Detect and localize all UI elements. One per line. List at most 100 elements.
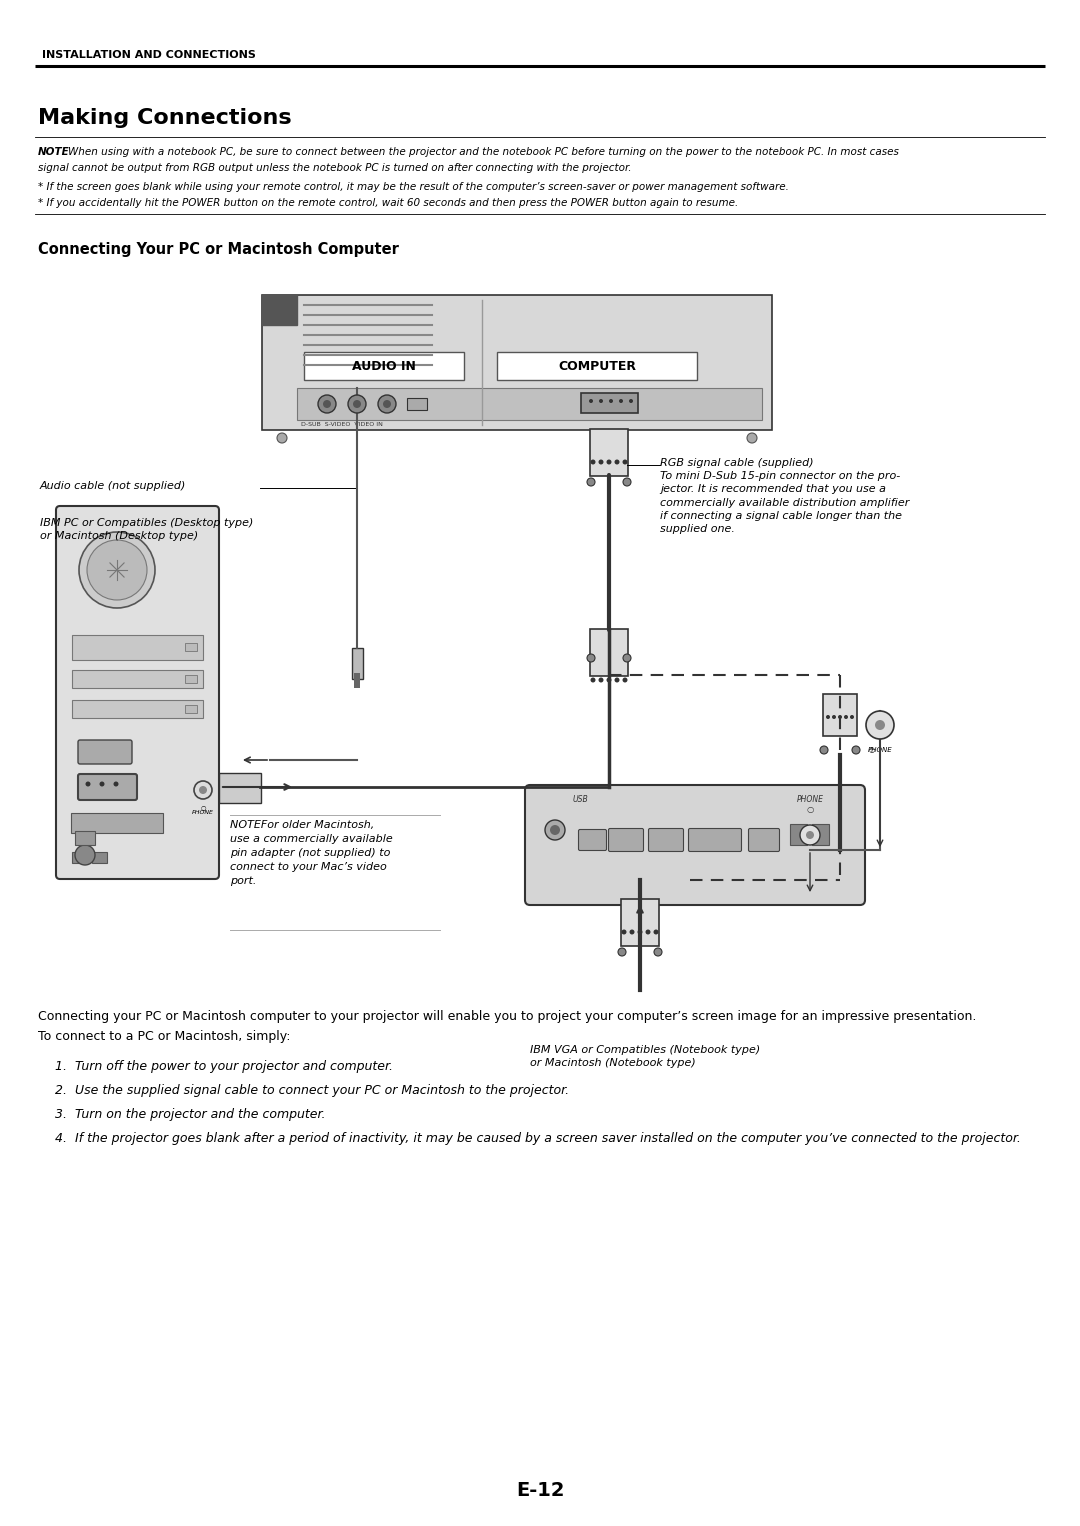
FancyBboxPatch shape — [72, 700, 203, 719]
Circle shape — [318, 395, 336, 414]
Circle shape — [875, 720, 885, 729]
FancyBboxPatch shape — [56, 507, 219, 879]
Text: D-SUB  S-VIDEO  VIDEO IN: D-SUB S-VIDEO VIDEO IN — [301, 423, 383, 427]
Text: PHONE: PHONE — [192, 810, 214, 815]
Circle shape — [630, 929, 635, 934]
FancyBboxPatch shape — [185, 642, 197, 652]
FancyBboxPatch shape — [621, 899, 659, 946]
Text: INSTALLATION AND CONNECTIONS: INSTALLATION AND CONNECTIONS — [42, 50, 256, 60]
Text: Audio cable (not supplied): Audio cable (not supplied) — [40, 481, 187, 491]
FancyBboxPatch shape — [78, 740, 132, 765]
Circle shape — [591, 459, 595, 464]
Text: signal cannot be output from RGB output unless the notebook PC is turned on afte: signal cannot be output from RGB output … — [38, 163, 632, 172]
Circle shape — [621, 929, 626, 934]
Circle shape — [637, 929, 643, 934]
Circle shape — [99, 781, 105, 786]
Circle shape — [378, 395, 396, 414]
Circle shape — [383, 400, 391, 407]
FancyBboxPatch shape — [78, 774, 137, 800]
Circle shape — [806, 832, 814, 839]
Circle shape — [353, 400, 361, 407]
Circle shape — [852, 746, 860, 754]
Circle shape — [588, 478, 595, 485]
Circle shape — [348, 395, 366, 414]
Circle shape — [79, 533, 156, 607]
Circle shape — [323, 400, 330, 407]
FancyBboxPatch shape — [525, 784, 865, 905]
FancyBboxPatch shape — [590, 629, 627, 676]
Circle shape — [618, 948, 626, 955]
Text: IBM VGA or Compatibles (Notebook type)
or Macintosh (Notebook type): IBM VGA or Compatibles (Notebook type) o… — [530, 1045, 760, 1068]
FancyBboxPatch shape — [71, 813, 163, 833]
Circle shape — [588, 655, 595, 662]
FancyBboxPatch shape — [590, 429, 627, 476]
Circle shape — [629, 398, 633, 403]
Text: 4.  If the projector goes blank after a period of inactivity, it may be caused b: 4. If the projector goes blank after a p… — [55, 1132, 1021, 1144]
Circle shape — [622, 459, 627, 464]
FancyBboxPatch shape — [608, 829, 644, 852]
Circle shape — [615, 459, 620, 464]
FancyBboxPatch shape — [92, 852, 107, 862]
Circle shape — [550, 826, 561, 835]
FancyBboxPatch shape — [497, 353, 697, 380]
FancyBboxPatch shape — [303, 353, 464, 380]
Circle shape — [800, 826, 820, 845]
Text: 1.  Turn off the power to your projector and computer.: 1. Turn off the power to your projector … — [55, 1061, 393, 1073]
Text: Connecting Your PC or Macintosh Computer: Connecting Your PC or Macintosh Computer — [38, 243, 399, 256]
Circle shape — [826, 716, 831, 719]
Text: To connect to a PC or Macintosh, simply:: To connect to a PC or Macintosh, simply: — [38, 1030, 291, 1042]
FancyBboxPatch shape — [185, 705, 197, 713]
FancyBboxPatch shape — [219, 774, 261, 803]
Circle shape — [199, 786, 207, 794]
FancyBboxPatch shape — [581, 394, 638, 414]
FancyBboxPatch shape — [185, 674, 197, 684]
Text: Connecting your PC or Macintosh computer to your projector will enable you to pr: Connecting your PC or Macintosh computer… — [38, 1010, 976, 1022]
Text: ○: ○ — [807, 806, 813, 813]
FancyBboxPatch shape — [354, 673, 360, 688]
Text: AUDIO IN: AUDIO IN — [352, 360, 416, 372]
FancyBboxPatch shape — [72, 635, 203, 661]
Circle shape — [87, 540, 147, 600]
FancyBboxPatch shape — [823, 694, 858, 736]
Circle shape — [598, 678, 604, 682]
Circle shape — [598, 459, 604, 464]
Circle shape — [623, 478, 631, 485]
Circle shape — [850, 716, 854, 719]
FancyBboxPatch shape — [648, 829, 684, 852]
FancyBboxPatch shape — [351, 647, 363, 679]
Circle shape — [843, 716, 848, 719]
Circle shape — [832, 716, 836, 719]
Circle shape — [609, 398, 613, 403]
Text: NOTEFor older Macintosh,
use a commercially available
pin adapter (not supplied): NOTEFor older Macintosh, use a commercia… — [230, 819, 393, 887]
Circle shape — [820, 746, 828, 754]
Circle shape — [276, 433, 287, 443]
FancyBboxPatch shape — [407, 398, 427, 410]
Text: When using with a notebook PC, be sure to connect between the projector and the : When using with a notebook PC, be sure t… — [68, 146, 899, 157]
Text: E-12: E-12 — [516, 1480, 564, 1500]
FancyBboxPatch shape — [748, 829, 780, 852]
Circle shape — [589, 398, 593, 403]
Circle shape — [545, 819, 565, 839]
Circle shape — [622, 678, 627, 682]
FancyBboxPatch shape — [297, 388, 762, 420]
Text: ○: ○ — [200, 806, 206, 810]
Text: * If the screen goes blank while using your remote control, it may be the result: * If the screen goes blank while using y… — [38, 182, 788, 192]
Circle shape — [747, 433, 757, 443]
FancyBboxPatch shape — [75, 832, 95, 845]
FancyBboxPatch shape — [262, 295, 772, 430]
Circle shape — [619, 398, 623, 403]
FancyBboxPatch shape — [72, 670, 203, 688]
FancyBboxPatch shape — [579, 830, 607, 850]
Circle shape — [194, 781, 212, 800]
Circle shape — [615, 678, 620, 682]
Circle shape — [653, 929, 659, 934]
Text: 3.  Turn on the projector and the computer.: 3. Turn on the projector and the compute… — [55, 1108, 325, 1122]
Circle shape — [838, 716, 842, 719]
Text: RGB signal cable (supplied)
To mini D-Sub 15-pin connector on the pro-
jector. I: RGB signal cable (supplied) To mini D-Su… — [660, 458, 909, 534]
Text: PHONE: PHONE — [797, 795, 824, 804]
Text: Making Connections: Making Connections — [38, 108, 292, 128]
Text: IBM PC or Compatibles (Desktop type)
or Macintosh (Desktop type): IBM PC or Compatibles (Desktop type) or … — [40, 517, 254, 542]
Text: PHONE: PHONE — [867, 748, 892, 752]
Text: * If you accidentally hit the POWER button on the remote control, wait 60 second: * If you accidentally hit the POWER butt… — [38, 198, 739, 208]
FancyBboxPatch shape — [789, 824, 807, 844]
